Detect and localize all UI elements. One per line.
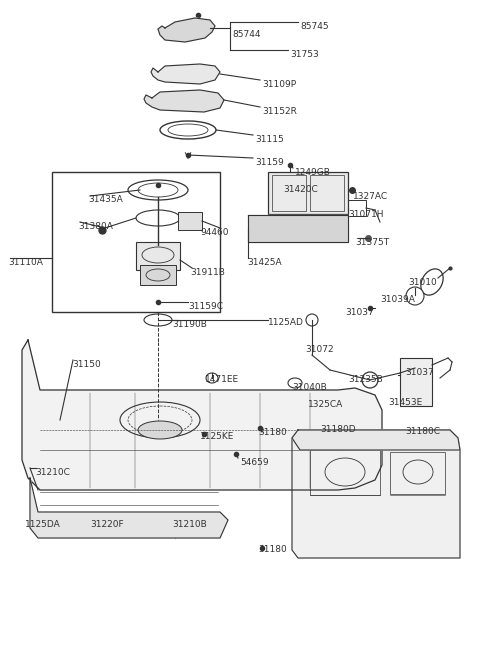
Text: 31037: 31037 xyxy=(345,308,374,317)
Text: 31039A: 31039A xyxy=(380,295,415,304)
Text: 31180: 31180 xyxy=(258,545,287,554)
Text: 1125DA: 1125DA xyxy=(25,520,61,529)
Text: 31180C: 31180C xyxy=(405,427,440,436)
Ellipse shape xyxy=(406,287,424,305)
Text: 31180: 31180 xyxy=(258,428,287,437)
Text: 31159: 31159 xyxy=(255,158,284,167)
Bar xyxy=(348,200,366,216)
Text: 31115: 31115 xyxy=(255,135,284,144)
Polygon shape xyxy=(248,215,348,242)
Text: 31037: 31037 xyxy=(405,368,434,377)
Ellipse shape xyxy=(362,372,378,388)
Text: 1125KE: 1125KE xyxy=(200,432,234,441)
Text: 1249GB: 1249GB xyxy=(295,168,331,177)
Text: 54659: 54659 xyxy=(240,458,269,467)
Text: 31180D: 31180D xyxy=(320,425,356,434)
Bar xyxy=(310,450,380,495)
Text: 31235B: 31235B xyxy=(348,375,383,384)
Bar xyxy=(52,172,220,312)
Text: 85745: 85745 xyxy=(300,22,329,31)
Text: 31152R: 31152R xyxy=(262,107,297,116)
Text: 31040B: 31040B xyxy=(292,383,327,392)
Text: 31435A: 31435A xyxy=(88,195,123,204)
Polygon shape xyxy=(30,478,228,538)
Text: 31190B: 31190B xyxy=(172,320,207,329)
Text: 31071H: 31071H xyxy=(348,210,384,219)
Text: 1327AC: 1327AC xyxy=(353,192,388,201)
Text: 31109P: 31109P xyxy=(262,80,296,89)
Text: 31072: 31072 xyxy=(305,345,334,354)
Text: 31420C: 31420C xyxy=(283,185,318,194)
Bar xyxy=(390,452,445,494)
Text: 31753: 31753 xyxy=(290,50,319,59)
Polygon shape xyxy=(144,90,224,112)
Text: 1125AD: 1125AD xyxy=(268,318,304,327)
Text: 85744: 85744 xyxy=(232,30,261,39)
Text: 31425A: 31425A xyxy=(247,258,282,267)
Bar xyxy=(400,358,432,406)
Polygon shape xyxy=(151,64,220,84)
Text: 31911B: 31911B xyxy=(190,268,225,277)
Text: 1471EE: 1471EE xyxy=(205,375,239,384)
Text: 31210B: 31210B xyxy=(172,520,207,529)
Text: 31220F: 31220F xyxy=(90,520,124,529)
Bar xyxy=(136,242,180,270)
Bar xyxy=(268,172,348,214)
Text: 31210C: 31210C xyxy=(35,468,70,477)
Bar xyxy=(310,175,344,211)
Text: 94460: 94460 xyxy=(200,228,228,237)
Text: 31453E: 31453E xyxy=(388,398,422,407)
Text: 31375T: 31375T xyxy=(355,238,389,247)
Text: 31010: 31010 xyxy=(408,278,437,287)
Polygon shape xyxy=(292,430,460,558)
Text: 31380A: 31380A xyxy=(78,222,113,231)
Bar xyxy=(272,175,306,211)
Text: 31110A: 31110A xyxy=(8,258,43,267)
Bar xyxy=(140,265,176,285)
Bar xyxy=(178,212,202,230)
Ellipse shape xyxy=(138,421,182,439)
Polygon shape xyxy=(292,430,460,450)
Text: 31150: 31150 xyxy=(72,360,101,369)
Text: 31159C: 31159C xyxy=(188,302,223,311)
Polygon shape xyxy=(22,340,382,490)
Polygon shape xyxy=(158,18,215,42)
Text: 1325CA: 1325CA xyxy=(308,400,343,409)
